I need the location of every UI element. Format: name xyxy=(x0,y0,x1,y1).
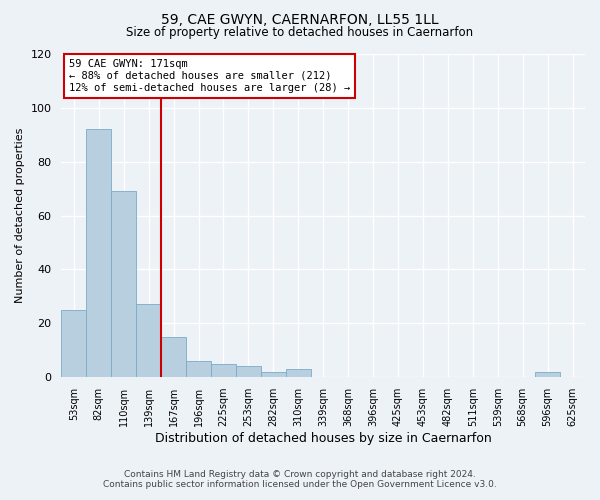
Bar xyxy=(86,130,111,377)
Text: 59, CAE GWYN, CAERNARFON, LL55 1LL: 59, CAE GWYN, CAERNARFON, LL55 1LL xyxy=(161,12,439,26)
X-axis label: Distribution of detached houses by size in Caernarfon: Distribution of detached houses by size … xyxy=(155,432,491,445)
Bar xyxy=(535,372,560,377)
Text: Contains HM Land Registry data © Crown copyright and database right 2024.
Contai: Contains HM Land Registry data © Crown c… xyxy=(103,470,497,489)
Bar xyxy=(61,310,86,377)
Text: 59 CAE GWYN: 171sqm
← 88% of detached houses are smaller (212)
12% of semi-detac: 59 CAE GWYN: 171sqm ← 88% of detached ho… xyxy=(69,60,350,92)
Y-axis label: Number of detached properties: Number of detached properties xyxy=(15,128,25,304)
Bar xyxy=(161,337,186,377)
Bar xyxy=(211,364,236,377)
Bar xyxy=(186,361,211,377)
Bar xyxy=(236,366,261,377)
Bar xyxy=(136,304,161,377)
Bar xyxy=(111,192,136,377)
Text: Size of property relative to detached houses in Caernarfon: Size of property relative to detached ho… xyxy=(127,26,473,39)
Bar xyxy=(261,372,286,377)
Bar xyxy=(286,369,311,377)
